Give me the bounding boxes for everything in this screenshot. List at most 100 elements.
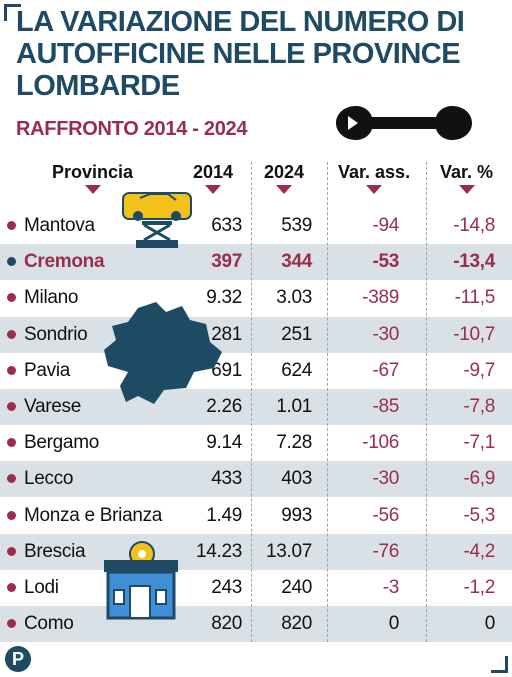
province-name: Varese: [24, 396, 81, 417]
province-name: Sondrio: [24, 323, 88, 345]
province-name: Pavia: [24, 359, 71, 381]
header-2014: 2014: [193, 162, 233, 194]
workshop-icon: [104, 541, 178, 620]
value-2014: 9.14: [206, 432, 242, 454]
sort-down-icon: [458, 185, 475, 194]
percent-change: -7,1: [463, 432, 495, 454]
value-2024: 3.03: [276, 287, 312, 309]
absolute-change: -67: [372, 359, 399, 381]
publisher-logo: P: [5, 646, 31, 672]
percent-change: -9,7: [463, 359, 495, 381]
corner-mark-top-left: [4, 4, 21, 21]
table-row: Brescia 14.23 13.07 -76 -4,2: [0, 533, 512, 570]
value-2024: 624: [281, 359, 312, 381]
percent-change: -14,8: [453, 215, 495, 236]
bullet-icon: [7, 365, 16, 375]
percent-change: -13,4: [453, 251, 495, 273]
province-name: Milano: [24, 287, 79, 309]
car-lift-icon: [122, 192, 192, 248]
chart-subtitle: RAFFRONTO 2014 - 2024: [16, 118, 248, 140]
percent-change: -10,7: [453, 323, 495, 345]
header-var-ass: Var. ass.: [338, 162, 410, 194]
absolute-change: -106: [362, 432, 399, 454]
value-2014: 281: [211, 323, 242, 345]
sort-down-icon: [84, 185, 101, 194]
province-name: Como: [24, 613, 74, 635]
table-row: Mantova 633 539 -94 -14,8: [0, 208, 512, 244]
column-divider: [426, 162, 427, 642]
column-divider: [327, 162, 328, 642]
value-2024: 344: [281, 251, 312, 273]
absolute-change: -94: [372, 215, 399, 236]
percent-change: -1,2: [463, 577, 495, 598]
bullet-icon: [7, 619, 16, 629]
bullet-icon: [7, 329, 16, 339]
value-2014: 433: [211, 468, 242, 490]
bullet-icon: [7, 221, 16, 230]
value-2014: 243: [211, 577, 242, 598]
value-2024: 240: [281, 577, 312, 598]
table-row: Lodi 243 240 -3 -1,2: [0, 570, 512, 606]
header-var-pct: Var. %: [440, 162, 493, 194]
value-2024: 251: [281, 323, 312, 345]
table-row: Monza e Brianza 1.49 993 -56 -5,3: [0, 498, 512, 534]
value-2014: 397: [211, 251, 242, 273]
province-name: Monza e Brianza: [24, 504, 163, 526]
sort-down-icon: [205, 185, 222, 194]
header-2014-label: 2014: [193, 162, 234, 182]
header-var-pct-label: Var. %: [440, 162, 494, 182]
percent-change: -4,2: [463, 540, 495, 562]
percent-change: -7,8: [463, 396, 495, 417]
province-name: Brescia: [24, 540, 86, 562]
percent-change: -6,9: [463, 468, 495, 490]
bullet-icon: [7, 583, 16, 592]
header-var-ass-label: Var. ass.: [338, 162, 411, 182]
value-2024: 820: [281, 613, 312, 635]
corner-mark-bottom-right: [491, 656, 508, 673]
province-name: Lecco: [24, 468, 74, 490]
header-provincia-label: Provincia: [52, 162, 134, 182]
chart-title: LA VARIAZIONE DEL NUMERO DI AUTOFFICINE …: [16, 6, 465, 102]
bullet-icon: [7, 402, 16, 411]
table-row: Varese 2.26 1.01 -85 -7,8: [0, 389, 512, 425]
value-2014: 633: [211, 215, 242, 236]
table-row: Bergamo 9.14 7.28 -106 -7,1: [0, 425, 512, 461]
value-2014: 2.26: [206, 396, 242, 417]
value-2014: 14.23: [195, 540, 242, 562]
table-row: Como 820 820 0 0: [0, 606, 512, 643]
percent-change: -5,3: [463, 504, 495, 526]
value-2024: 13.07: [265, 540, 312, 562]
absolute-change: -76: [372, 540, 399, 562]
value-2024: 1.01: [276, 396, 312, 417]
value-2014: 820: [211, 613, 242, 635]
province-name: Bergamo: [24, 432, 99, 454]
value-2024: 403: [281, 468, 312, 490]
bullet-icon: [7, 474, 16, 484]
absolute-change: 0: [388, 613, 400, 635]
header-2024-label: 2024: [264, 162, 305, 182]
bullet-icon: [7, 438, 16, 448]
absolute-change: -30: [372, 323, 399, 345]
lombardy-map-icon: [104, 302, 222, 404]
table-row: Lecco 433 403 -30 -6,9: [0, 461, 512, 498]
absolute-change: -56: [372, 504, 399, 526]
province-name: Mantova: [24, 215, 95, 236]
absolute-change: -85: [372, 396, 399, 417]
absolute-change: -3: [382, 577, 400, 598]
table-row: Cremona 397 344 -53 -13,4: [0, 244, 512, 281]
table-row: Pavia 691 624 -67 -9,7: [0, 353, 512, 389]
province-name: Lodi: [24, 577, 59, 598]
value-2014: 9.32: [206, 287, 242, 309]
value-2024: 7.28: [276, 432, 312, 454]
percent-change: -11,5: [454, 287, 496, 309]
value-2014: 691: [211, 359, 242, 381]
bullet-icon: [7, 546, 16, 556]
absolute-change: -30: [372, 468, 399, 490]
percent-change: 0: [484, 613, 496, 635]
value-2024: 539: [281, 215, 312, 236]
header-provincia: Provincia: [52, 162, 133, 194]
absolute-change: -389: [362, 287, 399, 309]
bullet-icon: [7, 257, 16, 267]
column-divider: [251, 162, 252, 642]
wrench-icon: [336, 106, 472, 140]
